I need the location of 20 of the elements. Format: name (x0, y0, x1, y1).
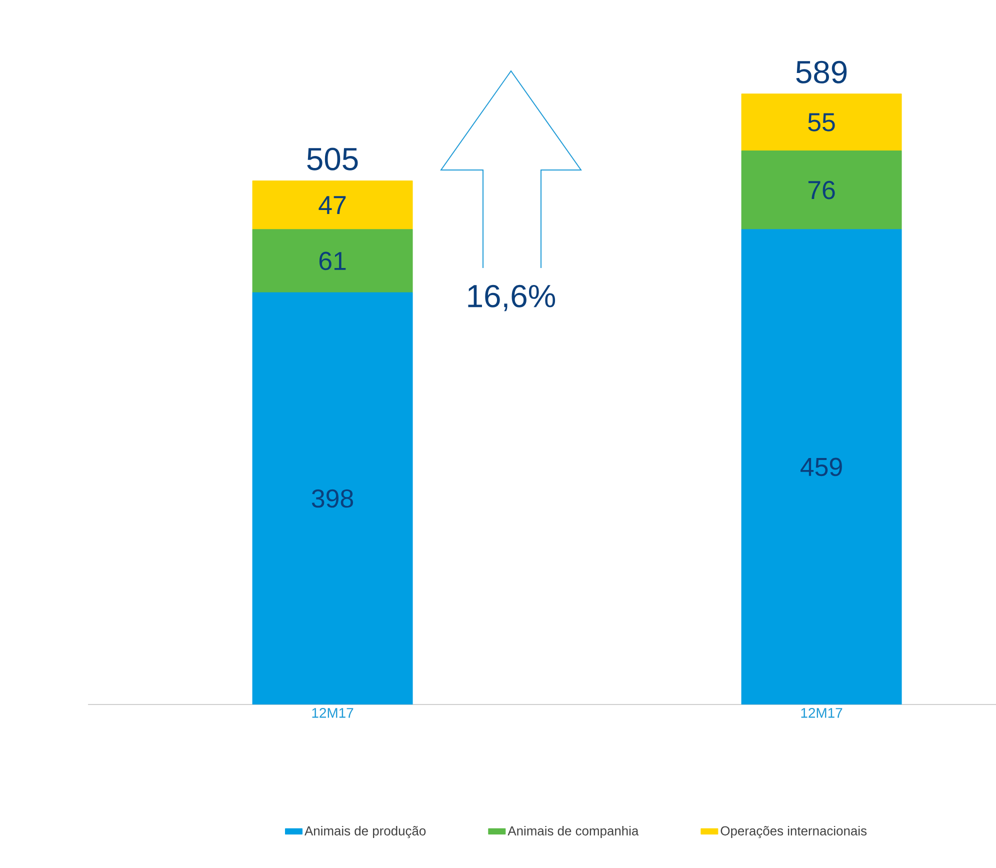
data-label: 398 (312, 489, 354, 508)
x-tick-label: 12M17 (801, 708, 842, 718)
total-label: 505 (307, 148, 358, 170)
total-label: 589 (796, 60, 847, 84)
legend-label: Animais de companhia (508, 826, 639, 838)
data-label: 61 (319, 252, 346, 270)
legend-label: Animais de produção (304, 826, 426, 838)
data-label: 76 (808, 180, 835, 200)
data-label: 55 (808, 113, 835, 132)
data-label: 459 (800, 458, 842, 476)
annotation: 16,6% (468, 284, 556, 312)
bar (252, 292, 413, 704)
bar (741, 94, 902, 152)
bar (252, 229, 413, 293)
bar (252, 180, 413, 230)
legend-label: Operações internacionais (720, 826, 867, 838)
bar (741, 229, 902, 704)
data-label: 47 (318, 196, 346, 214)
x-tick-label: 12M17 (312, 708, 354, 718)
bar (741, 150, 902, 230)
